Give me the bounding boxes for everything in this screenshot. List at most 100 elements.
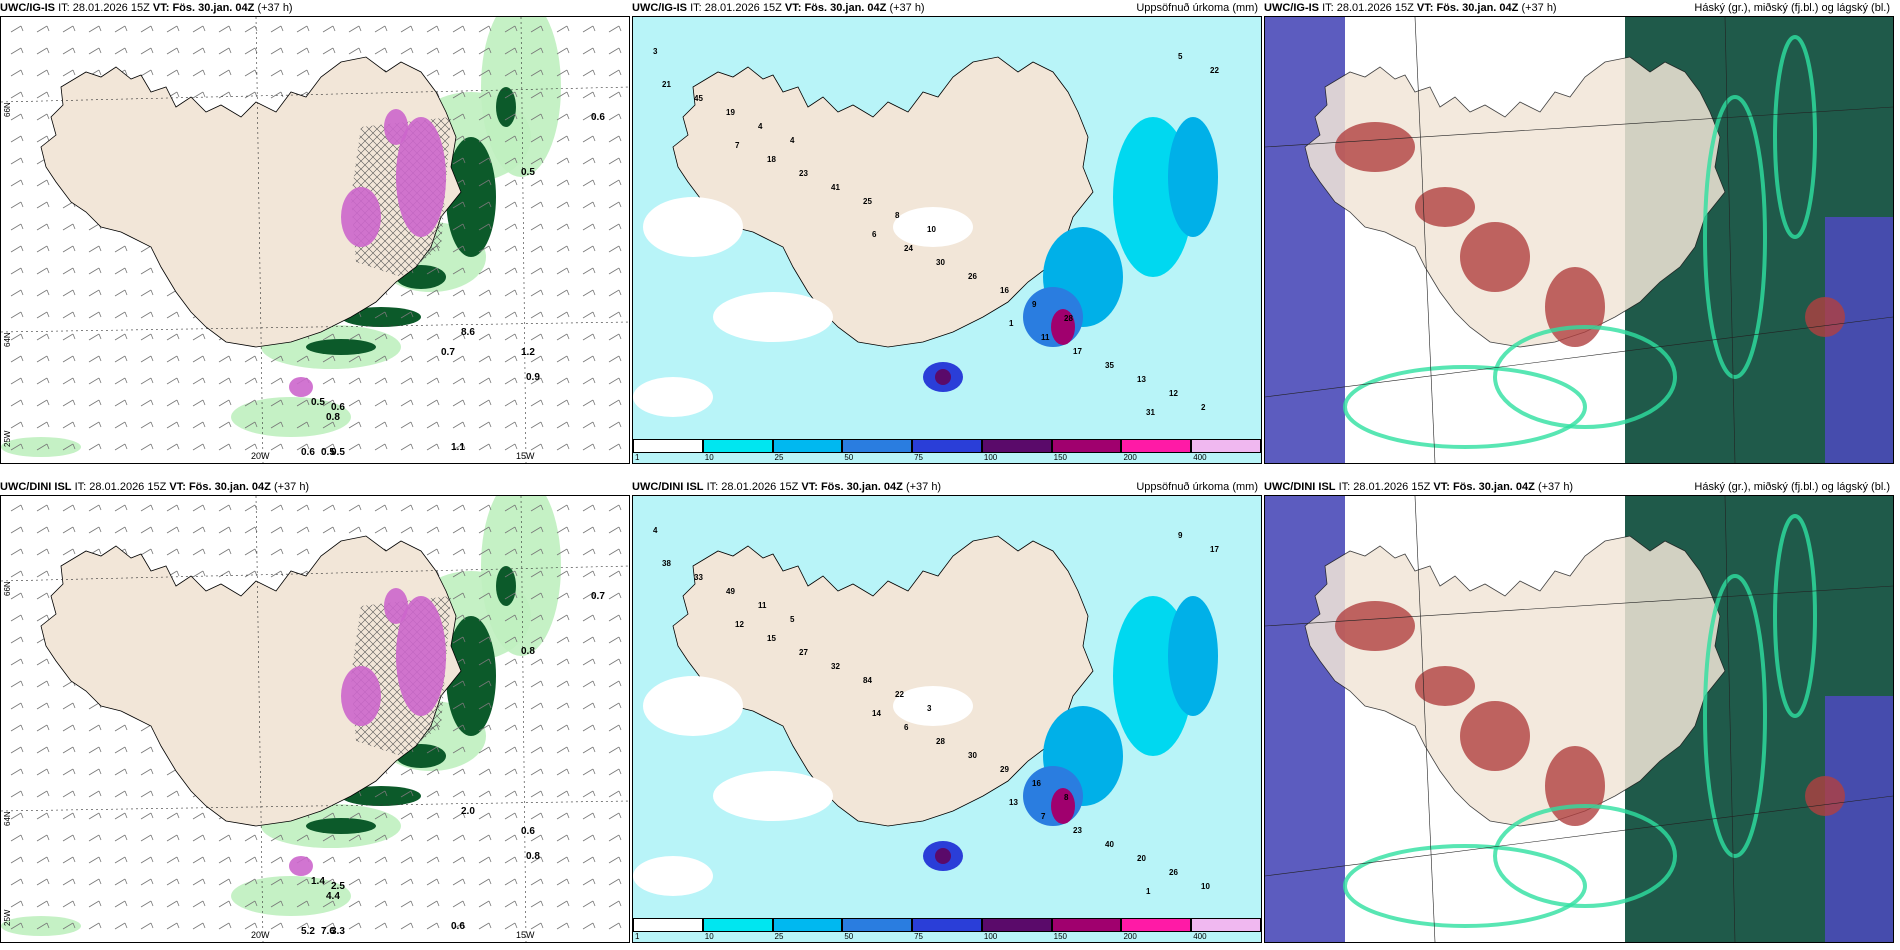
field-title: Uppsöfnuð úrkoma (mm) <box>1136 2 1258 14</box>
precip-light-area <box>231 876 351 916</box>
precip-heavy-area <box>341 307 421 327</box>
init-time: 28.01.2026 15Z <box>89 481 167 493</box>
vt-label: VT: <box>1433 481 1450 493</box>
precip-value-label: 13 <box>1009 798 1018 807</box>
precip-magenta-area <box>341 187 381 247</box>
precip-value-label: 28 <box>1064 314 1073 323</box>
map-wind[interactable]: 20W 15W 66N 64N 25W 0.6 0.5 1.2 0.9 0.6 0.8 0.5 0.6 0… <box>0 16 630 464</box>
map-wind[interactable]: 20W 15W 66N 64N 25W 0.7 0.8 0.6 0.8 2.5 4.4 7.6 5.2 3… <box>0 495 630 943</box>
lead-time: (+37 h) <box>1537 481 1574 493</box>
mid-cloud-area <box>1415 666 1475 706</box>
dry-area <box>713 292 833 342</box>
colorbar-tick-label: 100 <box>983 453 998 462</box>
wind-value-label: 1.2 <box>521 347 535 358</box>
precip-band <box>1168 117 1218 237</box>
wind-value-label: 2.5 <box>331 881 345 892</box>
precip-value-label: 6 <box>872 230 877 239</box>
colorbar-cell <box>1191 439 1261 453</box>
lat-label: 66N <box>3 581 12 596</box>
panel-precip-dini: UWC/DINI ISL IT: 28.01.2026 15Z VT: Fös.… <box>632 479 1262 943</box>
wind-value-label: 0.6 <box>591 112 605 123</box>
lat-label: 64N <box>3 332 12 347</box>
colorbar-cell <box>1121 439 1192 453</box>
valid-time: Fös. 30.jan. 04Z <box>172 2 255 14</box>
precip-value-label: 16 <box>1032 779 1041 788</box>
mid-cloud-area <box>1415 187 1475 227</box>
field-title: Uppsöfnuð úrkoma (mm) <box>1136 481 1258 493</box>
colorbar-tick-label: 25 <box>774 453 784 462</box>
precip-heavy-area <box>306 339 376 355</box>
precip-value-label: 5 <box>1178 52 1183 61</box>
low-cloud-area <box>1825 217 1893 463</box>
precip-value-label: 4 <box>758 122 763 131</box>
lead-time: (+37 h) <box>257 2 293 14</box>
lead-time: (+37 h) <box>905 481 942 493</box>
precip-value-label: 84 <box>863 676 872 685</box>
precip-value-label: 8 <box>895 211 900 220</box>
wind-value-label: 0.5 <box>331 447 345 458</box>
colorbar-tick-label: 75 <box>914 453 924 462</box>
colorbar-cell <box>702 918 773 932</box>
model-name: UWC/IG-IS <box>0 2 55 14</box>
precip-band <box>935 848 951 864</box>
map-cloud[interactable] <box>1264 495 1894 943</box>
cloud-contour <box>1493 804 1677 908</box>
colorbar-cell <box>633 918 703 932</box>
colorbar-tick-label: 75 <box>914 932 924 941</box>
valid-time: Fös. 30.jan. 04Z <box>1436 2 1519 14</box>
lat-label: 66N <box>3 102 12 117</box>
iceland-land <box>1304 535 1726 827</box>
panel-header: UWC/IG-IS IT: 28.01.2026 15Z VT: Fös. 30… <box>1264 0 1894 16</box>
cloud-contour <box>1773 35 1817 239</box>
valid-time: Fös. 30.jan. 04Z <box>1452 481 1535 493</box>
precip-value-label: 4 <box>653 526 658 535</box>
precip-magenta-area <box>384 109 408 145</box>
wind-value-label: 0.9 <box>526 372 540 383</box>
wind-value-label: 0.7 <box>441 347 455 358</box>
wind-value-label: 7.6 <box>321 926 335 937</box>
vt-label: VT: <box>1416 2 1434 14</box>
it-label: IT: <box>690 2 702 14</box>
colorbar-cell <box>772 439 843 453</box>
mid-cloud-area <box>1545 267 1605 347</box>
map-precip[interactable]: 4 5 3 8 10 11 22 16 26 49 84 29 20 33 32 30 40 38 27 28 23 17… <box>632 495 1262 943</box>
precip-light-area <box>1 437 81 457</box>
colorbar-tick-label: 25 <box>774 932 784 941</box>
precip-light-area <box>1 916 81 936</box>
it-label: IT: <box>1322 2 1334 14</box>
mid-cloud-area <box>1545 746 1605 826</box>
precip-value-label: 9 <box>1178 531 1183 540</box>
colorbar-cell <box>842 918 913 932</box>
precip-magenta-area <box>341 666 381 726</box>
colorbar-tick-label: 400 <box>1193 453 1207 462</box>
dry-area <box>643 676 743 736</box>
init-time: 28.01.2026 15Z <box>72 2 150 14</box>
panel-header: UWC/IG-IS IT: 28.01.2026 15Z VT: Fös. 30… <box>632 0 1262 16</box>
model-name: UWC/DINI ISL <box>632 481 704 493</box>
mid-cloud-area <box>1805 297 1845 337</box>
precip-value-label: 12 <box>1169 389 1178 398</box>
precip-value-label: 6 <box>904 723 909 732</box>
colorbar-tick-label: 200 <box>1123 932 1137 941</box>
lon-label: 20W <box>251 930 270 940</box>
precip-heavy-area <box>341 786 421 806</box>
precip-value-label: 8 <box>1064 793 1069 802</box>
iceland-land <box>1304 56 1726 348</box>
panel-cloud-dini: UWC/DINI ISL IT: 28.01.2026 15Z VT: Fös.… <box>1264 479 1894 943</box>
precip-value-label: 15 <box>767 634 776 643</box>
lead-time: (+37 h) <box>889 2 925 14</box>
precip-value-label: 1 <box>1009 319 1014 328</box>
precip-magenta-area <box>396 596 446 716</box>
map-precip[interactable]: 3 4 10 28 2 4 8 9 12 19 25 16 13 45 41 26 35 21 23 30 17 22 18… <box>632 16 1262 464</box>
precip-value-label: 3 <box>653 47 658 56</box>
mid-cloud-area <box>1805 776 1845 816</box>
valid-time: Fös. 30.jan. 04Z <box>804 2 887 14</box>
precip-value-label: 7 <box>735 141 740 150</box>
precip-light-area <box>231 397 351 437</box>
map-cloud[interactable] <box>1264 16 1894 464</box>
precip-value-label: 24 <box>904 244 913 253</box>
precip-value-label: 19 <box>726 108 735 117</box>
colorbar-cell <box>912 439 982 453</box>
precip-value-label: 16 <box>1000 286 1009 295</box>
precip-value-label: 10 <box>1201 882 1210 891</box>
